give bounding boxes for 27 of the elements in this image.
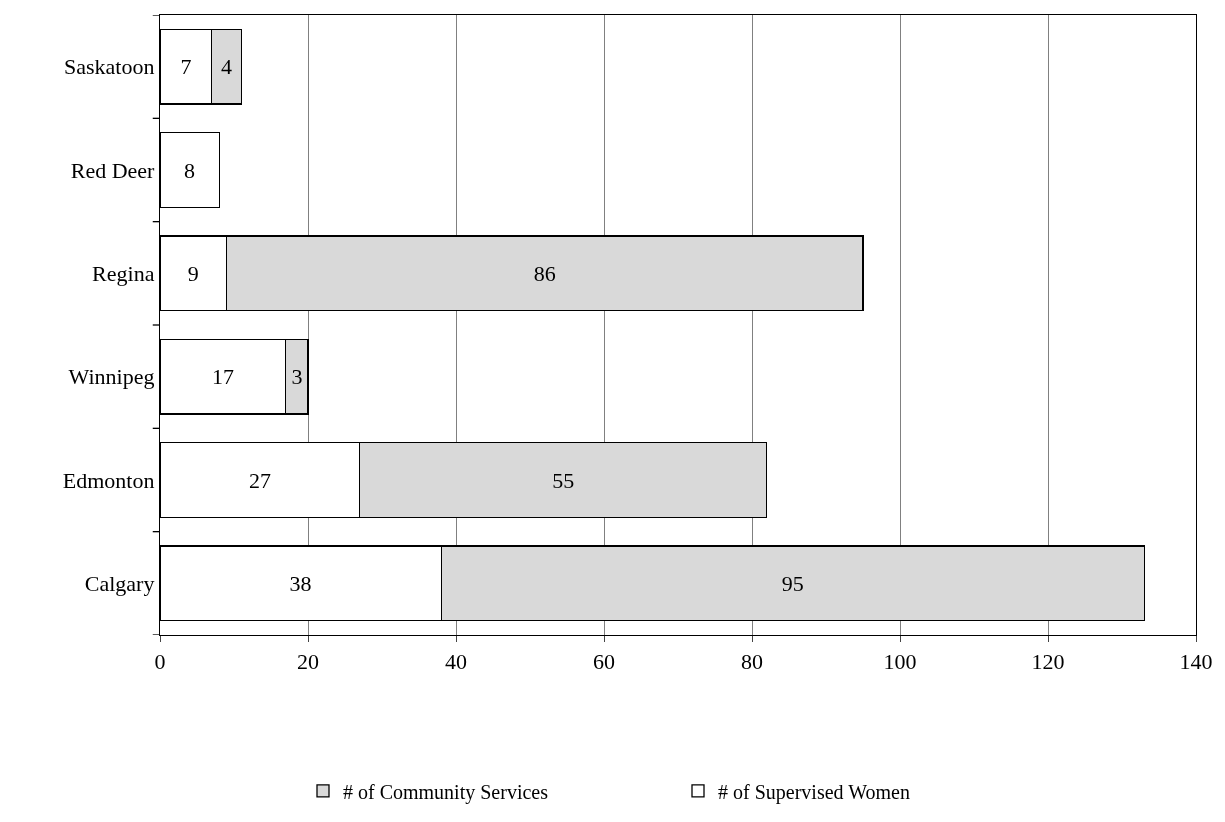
x-tick-label: 0 xyxy=(154,648,166,674)
data-label: 27 xyxy=(248,467,271,493)
data-label: 95 xyxy=(781,570,804,596)
data-label: 86 xyxy=(533,260,556,286)
data-label: 4 xyxy=(221,54,233,80)
legend-label: # of Supervised Women xyxy=(718,780,910,804)
y-tick-label: Saskatoon xyxy=(64,54,155,80)
data-label: 17 xyxy=(211,364,234,390)
x-tick-label: 80 xyxy=(741,648,763,674)
legend-label: # of Community Services xyxy=(343,780,549,804)
y-tick-label: Calgary xyxy=(84,571,155,597)
x-tick-label: 120 xyxy=(1031,648,1065,674)
data-label: 9 xyxy=(187,260,199,286)
x-tick-label: 60 xyxy=(593,648,615,674)
x-tick-label: 100 xyxy=(883,648,917,674)
data-label: 8 xyxy=(184,157,196,183)
y-tick-label: Regina xyxy=(92,261,155,287)
x-tick-label: 140 xyxy=(1179,648,1213,674)
data-label: 3 xyxy=(291,364,303,390)
data-label: 7 xyxy=(180,54,192,80)
y-tick-label: Edmonton xyxy=(62,467,155,493)
data-label: 38 xyxy=(289,570,312,596)
y-tick-label: Red Deer xyxy=(70,157,156,183)
x-tick-label: 40 xyxy=(445,648,467,674)
y-tick-label: Winnipeg xyxy=(68,364,155,390)
data-label: 55 xyxy=(552,467,575,493)
x-tick-label: 20 xyxy=(297,648,319,674)
